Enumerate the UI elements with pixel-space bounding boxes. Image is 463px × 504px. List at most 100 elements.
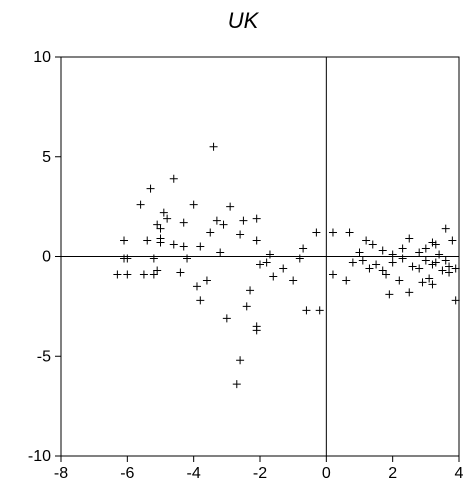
data-point	[385, 290, 394, 299]
data-point	[279, 264, 288, 273]
data-point	[378, 266, 387, 275]
data-point	[183, 254, 192, 263]
data-point	[202, 276, 211, 285]
data-point	[421, 244, 430, 253]
data-point	[398, 254, 407, 263]
data-point	[418, 278, 427, 287]
data-point	[421, 256, 430, 265]
data-point	[435, 250, 444, 259]
data-point	[372, 260, 381, 269]
x-tick-label: 0	[322, 465, 331, 482]
data-point	[123, 254, 132, 263]
x-tick-label: -6	[120, 465, 134, 482]
y-tick-label: 5	[42, 149, 51, 166]
data-point	[425, 274, 434, 283]
data-point	[153, 266, 162, 275]
data-point	[176, 268, 185, 277]
data-point	[149, 254, 158, 263]
x-tick-label: -8	[54, 465, 68, 482]
data-point	[345, 228, 354, 237]
data-point	[365, 264, 374, 273]
data-point	[431, 240, 440, 249]
data-point	[299, 244, 308, 253]
axes: -8 -6 -4 -2 0 2 4 -10 -5 0 5 10	[28, 49, 463, 482]
data-point	[156, 224, 165, 233]
y-tick-label: -5	[37, 348, 51, 365]
y-tick-label: 0	[42, 249, 51, 266]
data-point	[328, 270, 337, 279]
data-point	[252, 326, 261, 335]
data-point	[252, 214, 261, 223]
data-point	[236, 356, 245, 365]
chart-title: UK	[228, 8, 260, 33]
data-point	[149, 270, 158, 279]
data-point	[405, 234, 414, 243]
data-point	[405, 288, 414, 297]
data-point	[355, 248, 364, 257]
data-point	[179, 242, 188, 251]
data-point	[415, 264, 424, 273]
data-point	[153, 220, 162, 229]
data-point	[212, 216, 221, 225]
data-point	[216, 248, 225, 257]
data-point	[163, 214, 172, 223]
data-point	[232, 380, 241, 389]
data-point	[189, 200, 198, 209]
data-point	[226, 202, 235, 211]
data-point	[146, 184, 155, 193]
data-point	[120, 236, 129, 245]
data-point	[206, 228, 215, 237]
data-point	[219, 220, 228, 229]
data-point	[302, 306, 311, 315]
data-point	[441, 256, 450, 265]
data-point	[348, 258, 357, 267]
data-point	[269, 272, 278, 281]
data-point	[415, 248, 424, 257]
data-point	[169, 174, 178, 183]
data-point	[445, 268, 454, 277]
data-point	[448, 236, 457, 245]
data-point	[265, 250, 274, 259]
data-point	[289, 276, 298, 285]
data-point	[139, 270, 148, 279]
data-point	[179, 218, 188, 227]
data-point	[428, 238, 437, 247]
data-point	[159, 208, 168, 217]
data-point	[328, 228, 337, 237]
data-point	[388, 258, 397, 267]
data-point	[246, 286, 255, 295]
x-tick-label: 2	[388, 465, 397, 482]
x-tick-label: -4	[187, 465, 201, 482]
data-point	[451, 296, 460, 305]
data-point	[428, 260, 437, 269]
data-point	[342, 276, 351, 285]
data-point	[451, 264, 460, 273]
data-point	[169, 240, 178, 249]
y-tick-label: -10	[28, 448, 51, 465]
data-point	[262, 258, 271, 267]
data-point	[358, 256, 367, 265]
data-point	[239, 216, 248, 225]
data-point	[123, 270, 132, 279]
data-point	[113, 270, 122, 279]
data-point	[242, 302, 251, 311]
data-point	[196, 296, 205, 305]
data-point	[428, 280, 437, 289]
data-point	[236, 230, 245, 239]
data-point	[398, 244, 407, 253]
data-point	[312, 228, 321, 237]
data-point	[438, 266, 447, 275]
data-point	[156, 238, 165, 247]
data-point	[315, 306, 324, 315]
data-point	[222, 314, 231, 323]
data-point	[209, 142, 218, 151]
data-point	[368, 240, 377, 249]
data-point	[362, 236, 371, 245]
data-point	[431, 258, 440, 267]
x-tick-label: 4	[455, 465, 463, 482]
data-point	[388, 250, 397, 259]
data-point	[143, 236, 152, 245]
data-point	[441, 224, 450, 233]
data-point	[136, 200, 145, 209]
